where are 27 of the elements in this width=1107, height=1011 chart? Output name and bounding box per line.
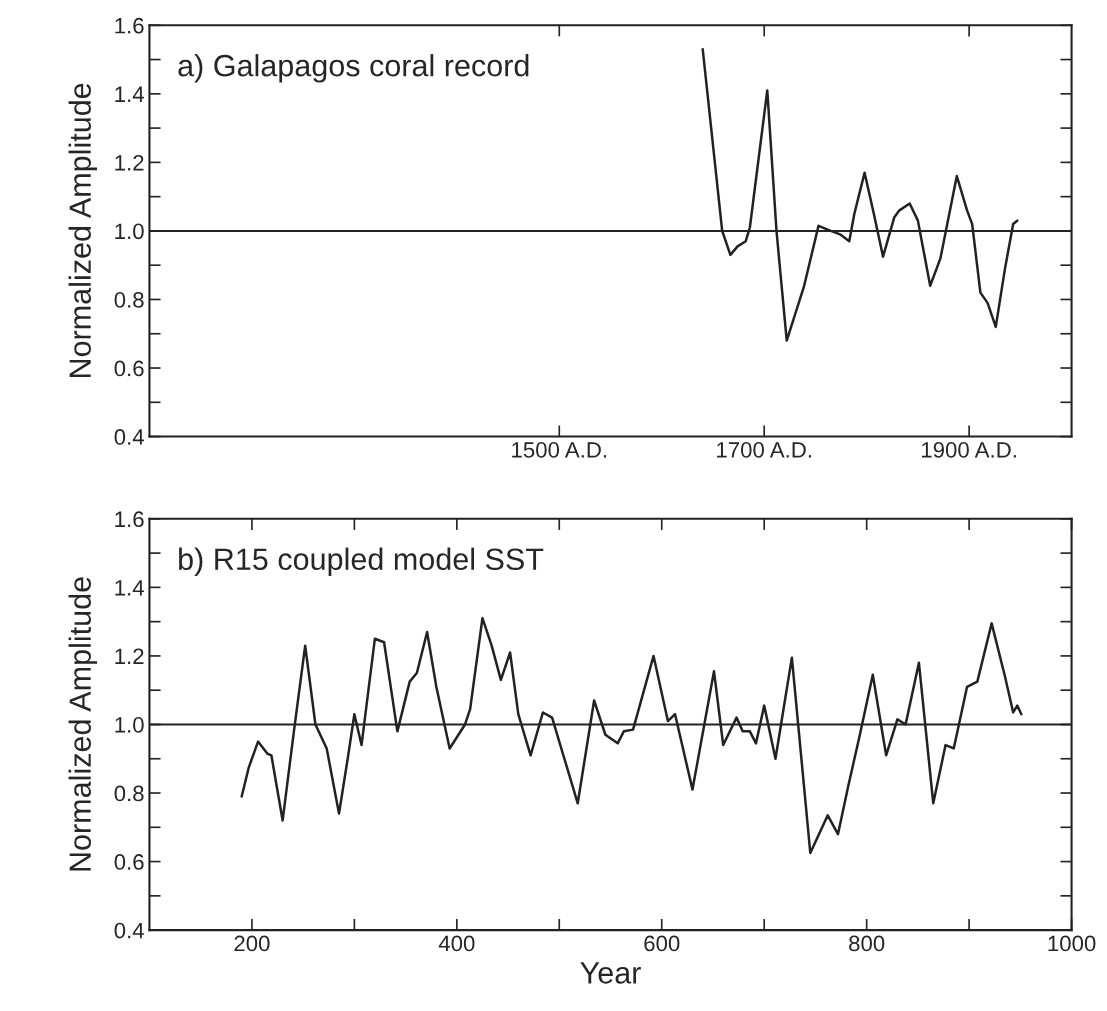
y-tick-label: 0.8 (114, 785, 144, 802)
x-axis-title: Year (580, 962, 641, 984)
x-tick-label: 1900 A.D. (922, 442, 1016, 458)
y-axis-title: Normalized Amplitude (68, 83, 98, 378)
x-tick-label: 200 (234, 935, 270, 952)
annotation: b) R15 coupled model SST (179, 547, 544, 577)
x-tick-label: 600 (644, 935, 680, 952)
y-tick-label: 1.4 (115, 86, 144, 102)
y-tick-label: 1.6 (115, 511, 144, 528)
y-tick-label: 1.2 (115, 154, 144, 171)
y-tick-label: 1.2 (115, 648, 144, 664)
x-tick-label: 1700 A.D. (717, 442, 811, 458)
x-tick-label: 800 (849, 935, 885, 952)
y-tick-label: 1.4 (115, 580, 144, 596)
y-axis-title: Normalized Amplitude (68, 577, 98, 871)
y-tick-label: 1.0 (115, 717, 144, 733)
y-tick-label: 0.6 (114, 360, 144, 377)
x-tick-label: 1500 A.D. (512, 442, 607, 458)
annotation: a) Galapagos coral record (178, 54, 529, 83)
x-tick-label: 1000 (1048, 935, 1096, 952)
y-tick-label: 0.4 (114, 429, 144, 445)
y-tick-label: 0.6 (114, 854, 144, 870)
x-tick-label: 400 (438, 935, 475, 952)
y-tick-label: 1.6 (115, 17, 144, 34)
y-tick-label: 1.0 (115, 223, 144, 240)
y-tick-label: 0.8 (114, 292, 144, 308)
y-tick-label: 0.4 (114, 922, 144, 939)
